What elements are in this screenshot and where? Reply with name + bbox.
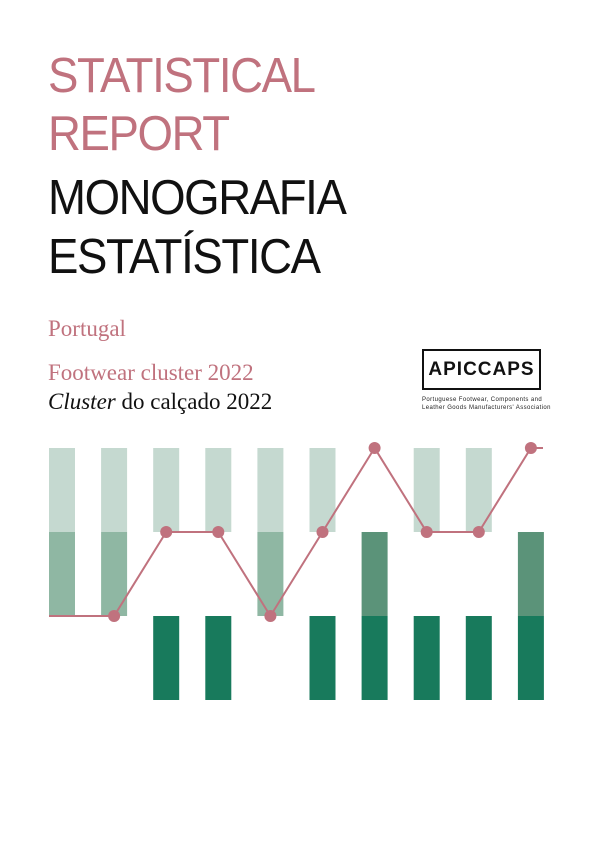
bar-bottom-5 [309, 616, 336, 700]
subtitle-pt: Cluster do calçado 2022 [48, 388, 272, 416]
bar-mid-1 [101, 532, 128, 616]
line-marker-3 [212, 526, 225, 538]
line-marker-7 [420, 526, 433, 538]
bar-mid-4 [257, 532, 284, 616]
logo-caption-line1: Portuguese Footwear, Components and [422, 397, 543, 403]
line-marker-1 [108, 610, 121, 622]
country-label: Portugal [48, 316, 126, 341]
trend-line [49, 446, 543, 618]
bar-bottom-6 [361, 616, 388, 700]
bar-bottom-7 [413, 616, 440, 700]
subtitle-pt-italic: Cluster [48, 389, 116, 414]
line-marker-9 [524, 442, 537, 454]
bar-bottom-3 [205, 616, 232, 700]
bar-top-2 [153, 448, 180, 532]
subtitle-pt-rest: do calçado 2022 [115, 389, 273, 414]
bar-bottom-8 [465, 616, 492, 700]
title-en-line1: STATISTICAL [48, 49, 316, 103]
bar-mid-0 [49, 532, 75, 616]
title-pt-line2: ESTATÍSTICA [48, 230, 321, 284]
bar-mid-9 [517, 532, 544, 616]
bar-top-1 [101, 448, 128, 532]
line-marker-5 [316, 526, 329, 538]
line-marker-2 [160, 526, 173, 538]
bar-bottom-9 [517, 616, 544, 700]
title-pt-line1: MONOGRAFIA [48, 171, 347, 225]
bar-top-5 [309, 448, 336, 532]
apiccaps-logo: APICCAPS [422, 349, 541, 390]
bar-top-0 [49, 448, 75, 532]
logo-caption-line2: Leather Goods Manufacturers' Association [422, 405, 551, 411]
line-marker-4 [264, 610, 277, 622]
decorative-bar-line-graphic [49, 442, 544, 700]
bar-top-3 [205, 448, 232, 532]
bar-mid-6 [361, 532, 388, 616]
subtitle-en: Footwear cluster 2022 [48, 360, 254, 385]
line-marker-6 [368, 442, 381, 454]
logo-caption: Portuguese Footwear, Components and Leat… [422, 396, 552, 412]
bar-bottom-2 [153, 616, 180, 700]
bar-top-7 [413, 448, 440, 532]
line-marker-8 [472, 526, 485, 538]
logo-wordmark: APICCAPS [428, 358, 535, 380]
title-en-line2: REPORT [48, 107, 230, 161]
bar-top-4 [257, 448, 284, 532]
bar-top-8 [465, 448, 492, 532]
